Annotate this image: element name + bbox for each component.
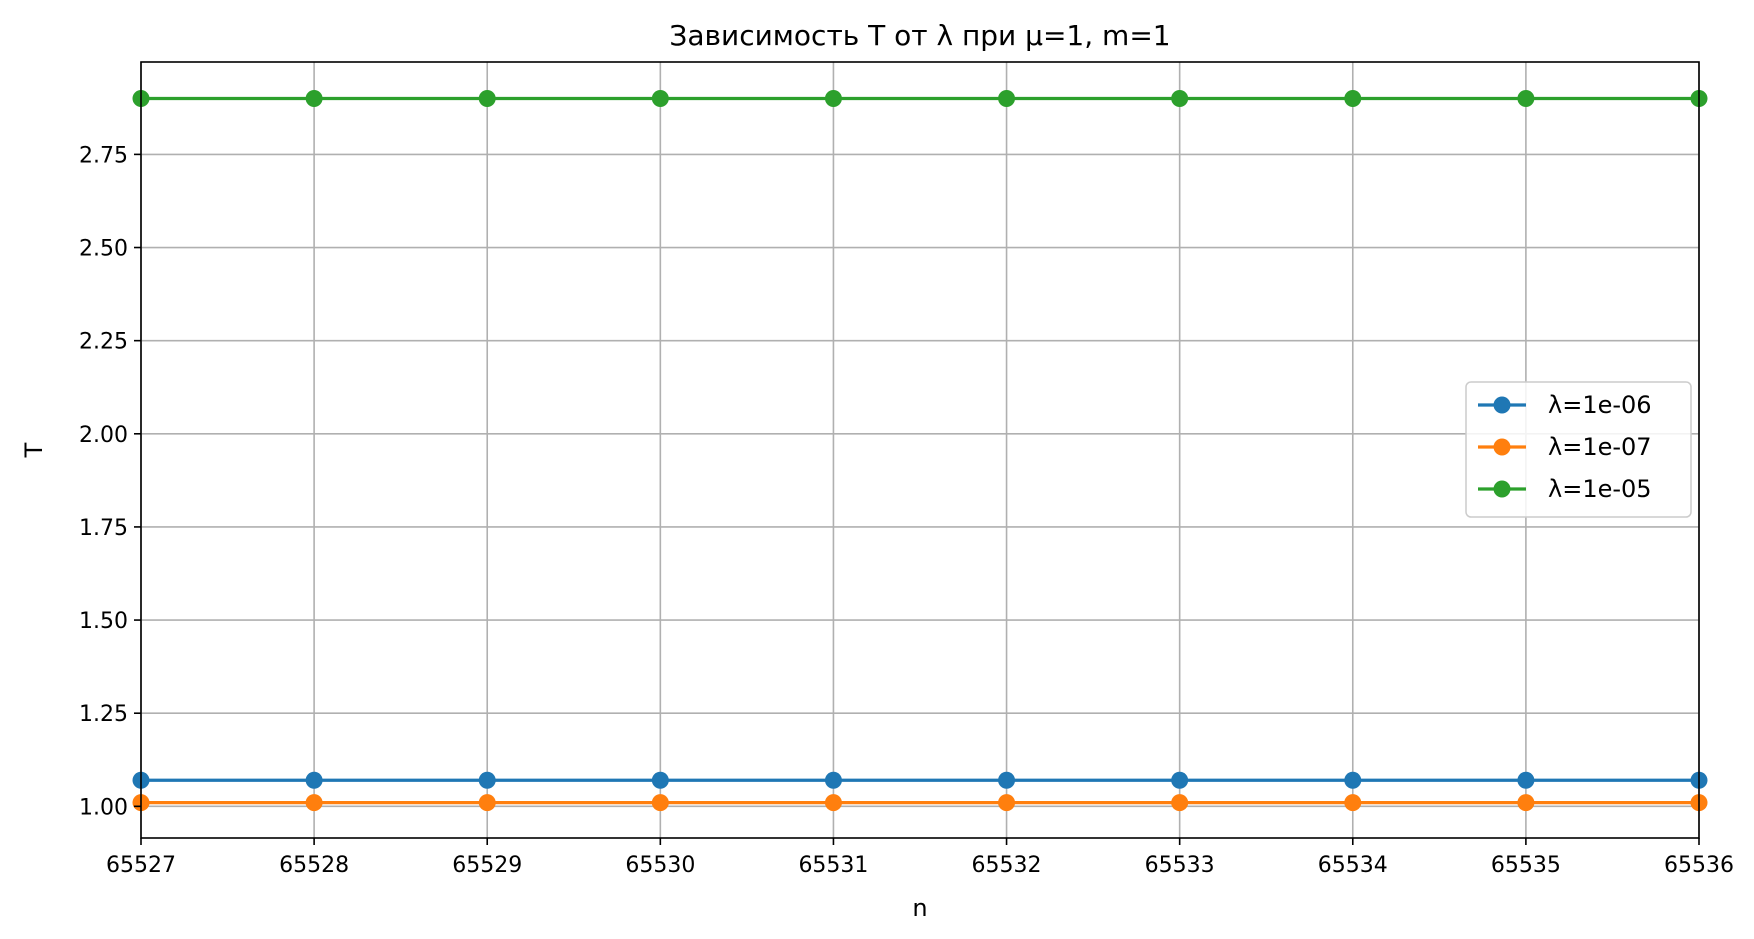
y-tick-label: 2.00 (79, 423, 128, 448)
data-point (1517, 794, 1535, 812)
data-point (305, 90, 323, 108)
data-point (651, 794, 669, 812)
legend: λ=1e-06 λ=1e-07 λ=1e-05 (1465, 381, 1692, 518)
x-axis-label: n (912, 894, 927, 922)
x-tick-label: 65529 (452, 853, 522, 878)
data-point (824, 90, 842, 108)
data-point (998, 794, 1016, 812)
data-point (1517, 771, 1535, 789)
x-tick-label: 65536 (1664, 853, 1734, 878)
series-3 (132, 90, 1708, 108)
legend-label: λ=1e-05 (1548, 475, 1652, 503)
data-point (1344, 794, 1362, 812)
data-point (1171, 90, 1189, 108)
x-tick-label: 65527 (106, 853, 176, 878)
data-point (1171, 794, 1189, 812)
legend-label: λ=1e-06 (1548, 391, 1652, 419)
y-axis-label: T (20, 442, 48, 458)
x-tick-label: 65532 (972, 853, 1042, 878)
data-point (824, 771, 842, 789)
chart-title: Зависимость T от λ при μ=1, m=1 (669, 19, 1170, 52)
legend-item: λ=1e-05 (1478, 475, 1652, 503)
data-point (824, 794, 842, 812)
data-point (998, 771, 1016, 789)
series-2 (132, 794, 1708, 812)
data-point (478, 771, 496, 789)
y-tick-label: 1.00 (79, 795, 128, 820)
x-tick-label: 65531 (798, 853, 868, 878)
data-point (1344, 771, 1362, 789)
y-axis: 1.00 1.25 1.50 1.75 2.00 2.25 2.50 2.75 (79, 143, 141, 820)
legend-box (1465, 381, 1692, 518)
y-tick-label: 1.25 (79, 702, 128, 727)
series-1 (132, 771, 1708, 789)
data-point (1517, 90, 1535, 108)
data-point (998, 90, 1016, 108)
y-tick-label: 2.50 (79, 237, 128, 262)
grid-lines (140, 62, 1700, 838)
y-tick-label: 1.50 (79, 609, 128, 634)
data-point (1344, 90, 1362, 108)
legend-marker (1493, 396, 1511, 414)
data-point (478, 90, 496, 108)
data-point (651, 771, 669, 789)
legend-item: λ=1e-06 (1478, 391, 1652, 419)
legend-item: λ=1e-07 (1478, 433, 1652, 461)
data-point (305, 771, 323, 789)
x-tick-label: 65534 (1318, 853, 1388, 878)
data-point (1171, 771, 1189, 789)
y-tick-label: 1.75 (79, 516, 128, 541)
legend-label: λ=1e-07 (1548, 433, 1652, 461)
y-tick-label: 2.75 (79, 143, 128, 168)
data-point (478, 794, 496, 812)
x-tick-label: 65530 (625, 853, 695, 878)
x-tick-label: 65535 (1491, 853, 1561, 878)
x-axis: 65527 65528 65529 65530 65531 65532 65533 65534… (106, 838, 1734, 878)
x-tick-label: 65528 (279, 853, 349, 878)
legend-marker (1493, 438, 1511, 456)
x-tick-label: 65533 (1145, 853, 1215, 878)
y-tick-label: 2.25 (79, 330, 128, 355)
data-point (305, 794, 323, 812)
plot-frame (140, 61, 1700, 839)
legend-marker (1493, 480, 1511, 498)
data-point (651, 90, 669, 108)
